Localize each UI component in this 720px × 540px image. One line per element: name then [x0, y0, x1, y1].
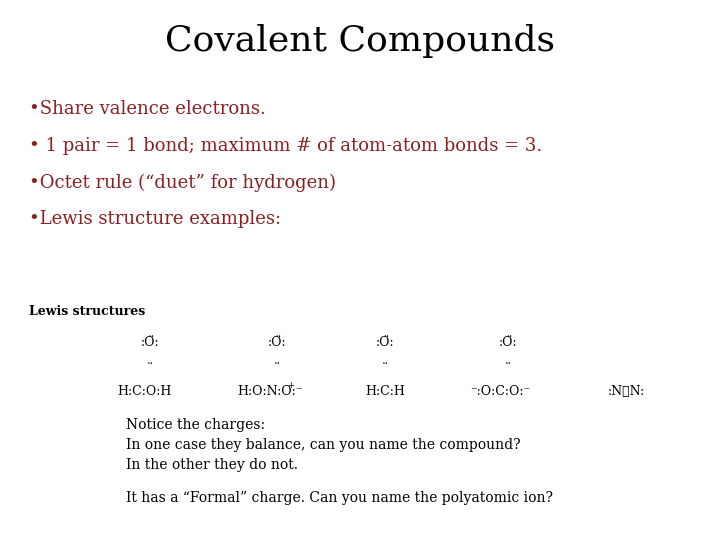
- Text: :Ö:: :Ö:: [268, 336, 287, 349]
- Text: In the other they do not.: In the other they do not.: [126, 458, 298, 472]
- Text: ¨: ¨: [505, 363, 510, 376]
- Text: H:C:O:H: H:C:O:H: [117, 385, 171, 398]
- Text: H:O:N:O:⁻: H:O:N:O:⁻: [238, 385, 302, 398]
- Text: It has a “Formal” charge. Can you name the polyatomic ion?: It has a “Formal” charge. Can you name t…: [126, 491, 553, 505]
- Text: +: +: [287, 381, 294, 389]
- Text: H:C:H: H:C:H: [365, 385, 405, 398]
- Text: ⁻:O:C:O:⁻: ⁻:O:C:O:⁻: [470, 385, 531, 398]
- Text: In one case they balance, can you name the compound?: In one case they balance, can you name t…: [126, 438, 521, 453]
- Text: :N⁞N:: :N⁞N:: [608, 385, 645, 398]
- Text: •Lewis structure examples:: •Lewis structure examples:: [29, 210, 281, 228]
- Text: ¨: ¨: [274, 363, 280, 376]
- Text: ¨: ¨: [382, 363, 388, 376]
- Text: •Share valence electrons.: •Share valence electrons.: [29, 100, 266, 118]
- Text: • 1 pair = 1 bond; maximum # of atom-atom bonds = 3.: • 1 pair = 1 bond; maximum # of atom-ato…: [29, 137, 542, 154]
- Text: Lewis structures: Lewis structures: [29, 305, 145, 318]
- Text: Notice the charges:: Notice the charges:: [126, 418, 265, 433]
- Text: :Ö:: :Ö:: [498, 336, 517, 349]
- Text: •Octet rule (“duet” for hydrogen): •Octet rule (“duet” for hydrogen): [29, 173, 336, 192]
- Text: :Ö:: :Ö:: [140, 336, 159, 349]
- Text: ¨: ¨: [147, 363, 153, 376]
- Text: Covalent Compounds: Covalent Compounds: [165, 24, 555, 58]
- Text: :Ö:: :Ö:: [376, 336, 395, 349]
